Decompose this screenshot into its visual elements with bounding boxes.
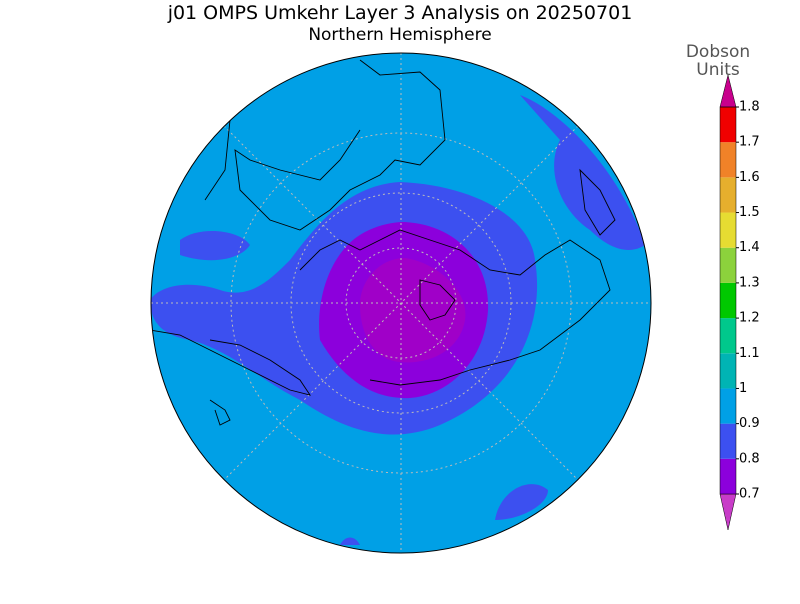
colorbar-band: [720, 458, 736, 494]
colorbar-band: [720, 177, 736, 213]
colorbar-tick-label: 0.7: [739, 487, 760, 502]
colorbar-band: [720, 107, 736, 143]
colorbar-tick-label: 1: [739, 381, 747, 396]
map: [151, 53, 651, 553]
colorbar-triangle: [719, 493, 737, 531]
colorbar-title: Dobson: [686, 42, 750, 62]
contour-region: [180, 230, 250, 261]
coastline: [151, 329, 312, 396]
title: j01 OMPS Umkehr Layer 3 Analysis on 2025…: [167, 2, 633, 24]
colorbar-band: [720, 282, 736, 319]
colorbar-tick-label: 1.7: [739, 135, 760, 150]
colorbar-frame: [719, 106, 737, 495]
coastline: [419, 279, 456, 321]
colorbar-tick-label: 1.6: [739, 170, 760, 185]
coastline: [299, 229, 611, 386]
coastline: [234, 59, 446, 231]
colorbar-band: [720, 142, 736, 178]
subtitle: Northern Hemisphere: [308, 25, 491, 45]
meridian: [223, 125, 579, 481]
colorbar-band: [720, 212, 736, 248]
contour-region: [360, 258, 466, 363]
coastline: [579, 168, 616, 236]
colorbar-tick-label: 1.5: [739, 205, 760, 220]
colorbar-tick-label: 0.8: [739, 451, 760, 466]
colorbar: 0.7 0.8 0.9 1 1.1 1.2 1.3 1.4 1.5 1.6 1.7 1.8: [719, 74, 760, 531]
contour-region: [495, 484, 548, 520]
colorbar-title: Units: [696, 60, 740, 80]
colorbar-tick-label: 0.9: [739, 416, 760, 431]
colorbar-band: [720, 388, 736, 424]
coastline: [209, 399, 231, 426]
colorbar-tick-label: 1.4: [739, 240, 760, 255]
colorbar-band: [720, 423, 736, 459]
colorbar-band: [720, 353, 736, 389]
colorbar-band: [720, 318, 736, 354]
colorbar-tick-label: 1.2: [739, 311, 760, 326]
colorbar-band: [720, 247, 736, 283]
coastline: [204, 119, 231, 201]
contour-region: [340, 537, 360, 545]
colorbar-tick-label: 1.3: [739, 275, 760, 290]
colorbar-tick-label: 1.1: [739, 346, 760, 361]
colorbar-tick-label: 1.8: [739, 100, 760, 115]
map-border: [150, 52, 652, 554]
